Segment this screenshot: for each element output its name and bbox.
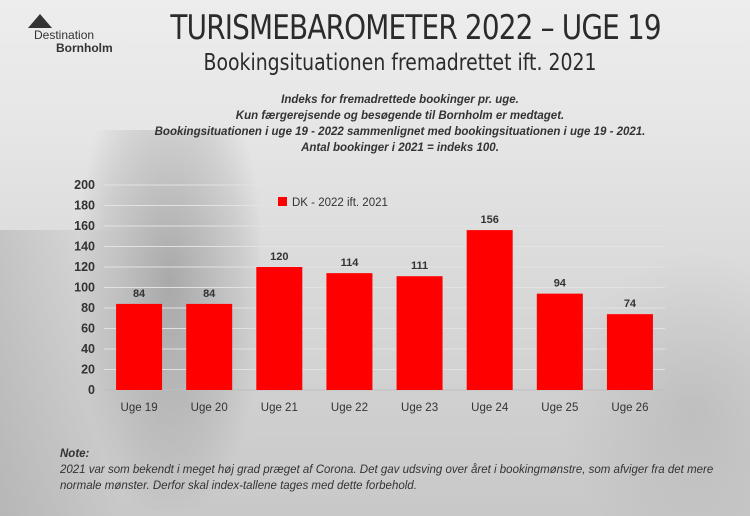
description-line: Indeks for fremadrettede bookinger pr. u… xyxy=(281,94,519,106)
bar xyxy=(116,303,163,390)
y-tick-label: 140 xyxy=(74,240,95,254)
x-tick-label: Uge 24 xyxy=(471,402,509,414)
y-tick-label: 60 xyxy=(81,322,95,336)
note-title: Note: xyxy=(60,448,90,460)
destination-bornholm-logo: Destination Bornholm xyxy=(20,14,140,55)
description-line: Kun færgerejsende og besøgende til Bornh… xyxy=(235,110,565,122)
x-tick-label: Uge 26 xyxy=(611,402,648,414)
y-tick-label: 180 xyxy=(74,199,95,213)
logo-text-line1: Destination xyxy=(34,28,95,42)
x-tick-label: Uge 22 xyxy=(331,402,368,414)
y-tick-label: 0 xyxy=(88,383,95,397)
bar xyxy=(326,273,373,390)
data-label: 156 xyxy=(481,214,499,226)
data-label: 114 xyxy=(341,257,360,269)
y-tick-label: 100 xyxy=(74,281,95,295)
bar xyxy=(466,230,513,390)
data-label: 84 xyxy=(133,288,146,300)
data-label: 84 xyxy=(203,288,216,300)
description-line: Bookingsituationen i uge 19 - 2022 samme… xyxy=(154,126,646,138)
bar xyxy=(186,303,233,390)
y-tick-label: 40 xyxy=(81,342,95,356)
background-sea xyxy=(560,250,750,516)
data-label: 111 xyxy=(411,260,428,272)
data-label: 74 xyxy=(624,298,637,310)
note-section: Note: 2021 var som bekendt i meget høj g… xyxy=(60,446,740,494)
x-tick-label: Uge 21 xyxy=(261,402,298,414)
y-tick-label: 20 xyxy=(81,363,95,377)
logo-triangle-icon xyxy=(28,14,52,28)
data-label: 94 xyxy=(554,278,567,290)
bar xyxy=(396,276,443,390)
y-tick-label: 200 xyxy=(74,178,95,192)
legend-label: DK - 2022 ift. 2021 xyxy=(292,197,388,209)
logo-text-line2: Bornholm xyxy=(56,41,113,55)
bar xyxy=(536,293,583,390)
data-label: 120 xyxy=(270,251,288,263)
y-tick-label: 120 xyxy=(74,260,95,274)
y-tick-label: 80 xyxy=(81,301,95,315)
chart-description: Indeks for fremadrettede bookinger pr. u… xyxy=(100,92,700,156)
x-tick-label: Uge 25 xyxy=(541,402,578,414)
x-tick-label: Uge 19 xyxy=(121,402,158,414)
y-tick-label: 160 xyxy=(74,219,95,233)
page-subtitle: Bookingsituationen fremadrettet ift. 202… xyxy=(203,50,597,76)
bar xyxy=(606,314,653,390)
page-title: TURISMEBAROMETER 2022 – UGE 19 xyxy=(170,8,661,48)
background-path xyxy=(0,230,120,516)
note-text: 2021 var som bekendt i meget høj grad pr… xyxy=(60,464,714,492)
legend-swatch xyxy=(278,197,287,206)
x-tick-label: Uge 20 xyxy=(191,402,228,414)
bar xyxy=(256,267,303,390)
description-line: Antal bookinger i 2021 = indeks 100. xyxy=(301,142,499,154)
x-tick-label: Uge 23 xyxy=(401,402,438,414)
